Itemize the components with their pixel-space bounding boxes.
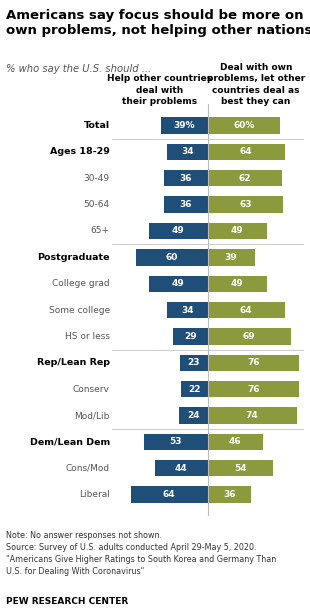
Text: 29: 29: [184, 332, 197, 341]
Text: 36: 36: [223, 490, 236, 499]
Bar: [208, 117, 280, 134]
Bar: [208, 433, 263, 450]
Text: 74: 74: [246, 411, 259, 420]
Text: 49: 49: [172, 227, 185, 235]
Text: 39%: 39%: [174, 121, 195, 130]
Text: 76: 76: [247, 385, 260, 394]
Text: Total: Total: [84, 121, 110, 130]
Text: 36: 36: [180, 200, 192, 209]
Text: 34: 34: [181, 147, 193, 157]
Bar: [149, 223, 208, 239]
Text: 60: 60: [166, 253, 178, 262]
Bar: [208, 486, 251, 503]
Text: Americans say focus should be more on
own problems, not helping other nations: Americans say focus should be more on ow…: [6, 9, 310, 37]
Text: 60%: 60%: [233, 121, 255, 130]
Bar: [208, 355, 299, 371]
Text: 64: 64: [240, 306, 252, 314]
Bar: [208, 223, 267, 239]
Text: Rep/Lean Rep: Rep/Lean Rep: [37, 359, 110, 367]
Text: 36: 36: [180, 174, 192, 183]
Text: HS or less: HS or less: [65, 332, 110, 341]
Text: Ages 18-29: Ages 18-29: [50, 147, 110, 157]
Text: 49: 49: [231, 227, 244, 235]
Text: Deal with own
problems, let other
countries deal as
best they can: Deal with own problems, let other countr…: [207, 63, 305, 106]
Text: 65+: 65+: [91, 227, 110, 235]
Text: 62: 62: [239, 174, 251, 183]
Text: 64: 64: [163, 490, 175, 499]
Text: % who say the U.S. should ...: % who say the U.S. should ...: [6, 64, 151, 74]
Text: Conserv: Conserv: [73, 385, 110, 394]
Text: 39: 39: [225, 253, 237, 262]
Text: PEW RESEARCH CENTER: PEW RESEARCH CENTER: [6, 597, 128, 606]
Text: 49: 49: [231, 279, 244, 288]
Text: College grad: College grad: [52, 279, 110, 288]
Text: 22: 22: [188, 385, 201, 394]
Bar: [164, 170, 208, 187]
Text: Liberal: Liberal: [79, 490, 110, 499]
Bar: [208, 381, 299, 397]
Text: 63: 63: [239, 200, 252, 209]
Text: Postgraduate: Postgraduate: [37, 253, 110, 262]
Bar: [149, 276, 208, 292]
Bar: [164, 196, 208, 213]
Text: 24: 24: [187, 411, 200, 420]
Bar: [167, 144, 208, 160]
Bar: [208, 170, 282, 187]
Text: 54: 54: [234, 464, 246, 473]
Bar: [179, 407, 208, 424]
Bar: [173, 328, 208, 344]
Text: Cons/Mod: Cons/Mod: [66, 464, 110, 473]
Bar: [144, 433, 208, 450]
Text: 34: 34: [181, 306, 193, 314]
Text: 23: 23: [188, 359, 200, 367]
Text: Mod/Lib: Mod/Lib: [74, 411, 110, 420]
Bar: [208, 328, 290, 344]
Bar: [155, 460, 208, 476]
Text: 49: 49: [172, 279, 185, 288]
Bar: [161, 117, 208, 134]
Bar: [180, 355, 208, 371]
Bar: [208, 249, 255, 265]
Text: 53: 53: [170, 437, 182, 446]
Text: Dem/Lean Dem: Dem/Lean Dem: [29, 437, 110, 446]
Text: 69: 69: [243, 332, 255, 341]
Text: 30-49: 30-49: [84, 174, 110, 183]
Bar: [208, 144, 285, 160]
Text: Help other countries
deal with
their problems: Help other countries deal with their pro…: [107, 74, 212, 106]
Text: Note: No answer responses not shown.
Source: Survey of U.S. adults conducted Apr: Note: No answer responses not shown. Sou…: [6, 531, 277, 575]
Text: 44: 44: [175, 464, 188, 473]
Bar: [208, 460, 272, 476]
Bar: [167, 302, 208, 318]
Text: 50-64: 50-64: [84, 200, 110, 209]
Bar: [131, 486, 208, 503]
Text: 64: 64: [240, 147, 252, 157]
Text: 76: 76: [247, 359, 260, 367]
Bar: [208, 407, 297, 424]
Text: Some college: Some college: [49, 306, 110, 314]
Bar: [208, 196, 283, 213]
Text: 46: 46: [229, 437, 241, 446]
Bar: [181, 381, 208, 397]
Bar: [136, 249, 208, 265]
Bar: [208, 302, 285, 318]
Bar: [208, 276, 267, 292]
